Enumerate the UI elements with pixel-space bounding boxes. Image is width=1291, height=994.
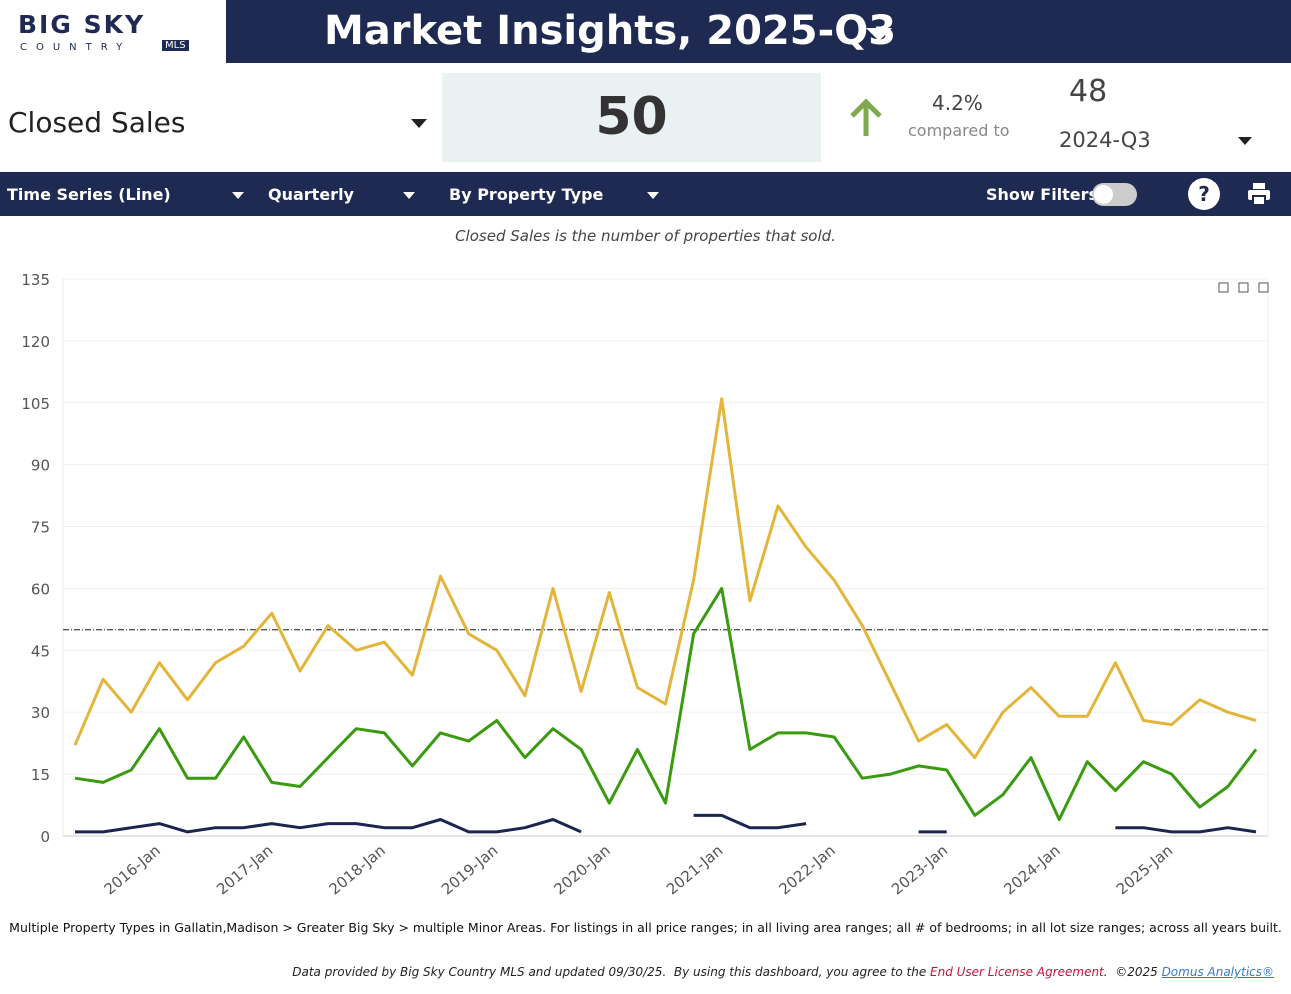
print-button[interactable] (1247, 182, 1271, 206)
x-tick-label: 2024-Jan (1000, 841, 1063, 898)
chart-tool-icon (1218, 282, 1229, 293)
footnote: Multiple Property Types in Gallatin,Madi… (9, 920, 1282, 935)
y-tick-label: 30 (31, 704, 50, 722)
compared-label: compared to (908, 121, 1010, 140)
help-button[interactable]: ? (1188, 178, 1220, 210)
y-tick-label: 0 (40, 828, 50, 846)
filters-toggle[interactable] (1092, 183, 1137, 206)
x-tick-label: 2018-Jan (326, 841, 389, 898)
kpi-change: 4.2% (932, 91, 983, 115)
footer-copyright: . ©2025 (1103, 965, 1162, 979)
logo: BIG SKY COUNTRY MLS (0, 0, 226, 63)
metric-select[interactable]: Closed Sales (8, 106, 186, 139)
x-tick-label: 2025-Jan (1113, 841, 1176, 898)
x-tick-label: 2023-Jan (888, 841, 951, 898)
toolbar: Time Series (Line) Quarterly By Property… (0, 172, 1291, 216)
chart-tool-icon (1238, 282, 1249, 293)
dropdown-arrow[interactable] (1238, 137, 1252, 145)
series-line (73, 397, 1257, 760)
interval-select[interactable]: Quarterly (268, 185, 354, 204)
logo-top: BIG SKY (18, 10, 146, 39)
dropdown-arrow[interactable] (866, 28, 892, 41)
series-line (74, 586, 1258, 821)
license-link[interactable]: End User License Agreement (930, 965, 1104, 979)
title[interactable]: Market Insights, 2025-Q3 (324, 8, 897, 54)
x-tick-label: 2016-Jan (101, 841, 164, 898)
x-tick-label: 2021-Jan (663, 841, 726, 898)
previous-value: 48 (1069, 74, 1108, 109)
grouping-select[interactable]: By Property Type (449, 185, 604, 204)
vendor-link[interactable]: Domus Analytics® (1161, 965, 1274, 979)
x-tick-label: 2017-Jan (213, 841, 276, 898)
dropdown-arrow[interactable] (232, 192, 244, 199)
logo-badge: MLS (162, 40, 189, 51)
y-tick-label: 135 (21, 271, 50, 289)
previous-period[interactable]: 2024-Q3 (1059, 128, 1151, 152)
filters-label: Show Filters: (986, 185, 1105, 204)
y-tick-label: 60 (31, 580, 50, 598)
footer: Data provided by Big Sky Country MLS and… (292, 965, 1274, 979)
x-tick-label: 2019-Jan (438, 841, 501, 898)
kpi-value: 50 (442, 73, 821, 162)
dropdown-arrow[interactable] (411, 119, 427, 128)
chart-tool-icon (1258, 282, 1269, 293)
y-tick-label: 90 (31, 457, 50, 475)
y-tick-label: 15 (31, 766, 50, 784)
x-tick-label: 2020-Jan (551, 841, 614, 898)
up-arrow (850, 98, 882, 136)
dropdown-arrow[interactable] (403, 192, 415, 199)
x-tick-label: 2022-Jan (775, 841, 838, 898)
series-line (75, 813, 1257, 834)
footer-text: Data provided by Big Sky Country MLS and… (292, 965, 931, 979)
description: Closed Sales is the number of properties… (455, 227, 836, 245)
title-bar: Market Insights, 2025-Q3 (226, 0, 1291, 63)
y-tick-label: 45 (31, 642, 50, 660)
dropdown-arrow[interactable] (647, 192, 659, 199)
chart-type-select[interactable]: Time Series (Line) (7, 185, 171, 204)
y-tick-label: 105 (21, 395, 50, 413)
y-tick-label: 120 (21, 333, 50, 351)
y-tick-label: 75 (31, 519, 50, 537)
logo-bottom: COUNTRY (20, 42, 132, 53)
plot-area (62, 278, 1269, 837)
